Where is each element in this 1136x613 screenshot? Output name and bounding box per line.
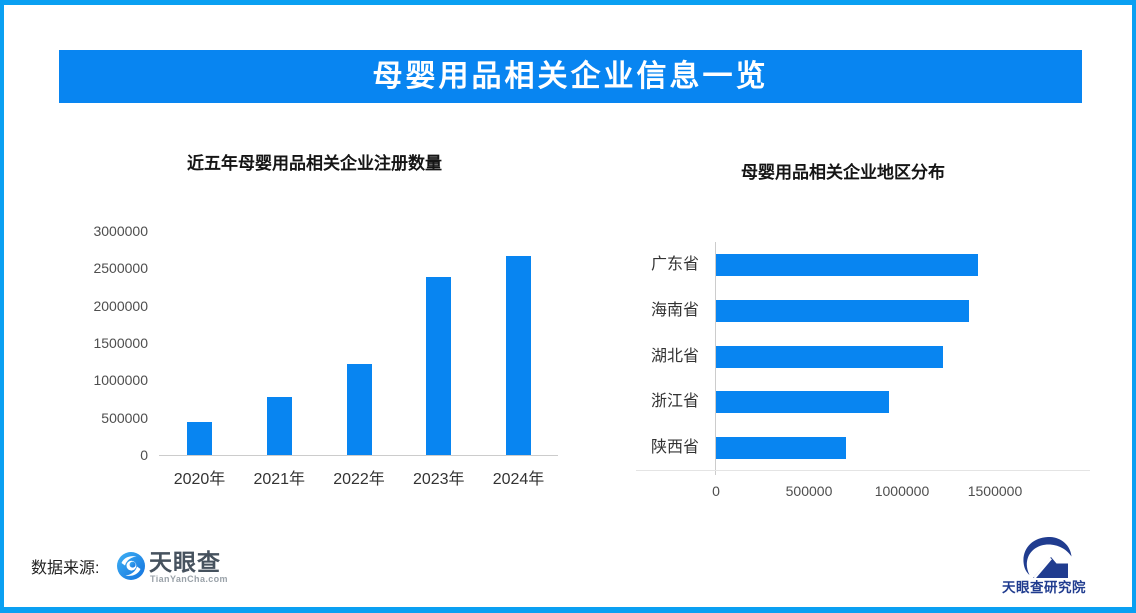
x-axis-tick-label: 1500000 xyxy=(967,483,1023,499)
region-bar xyxy=(716,254,979,276)
y-axis-tick-label: 3000000 xyxy=(93,223,148,239)
research-institute-logo-icon xyxy=(1023,537,1072,578)
tianyancha-wordmark: 天眼查 xyxy=(149,549,221,575)
region-bar xyxy=(716,437,847,459)
data-source-label: 数据来源: xyxy=(31,560,100,577)
y-axis-tick-label: 2500000 xyxy=(93,260,148,277)
right-x-axis-line xyxy=(636,470,1090,471)
y-axis-tick-label: 0 xyxy=(140,447,148,463)
left-chart-title: 近五年母婴用品相关企业注册数量 xyxy=(187,154,442,173)
y-axis-tick-label: 1000000 xyxy=(93,372,148,389)
research-institute-label: 天眼查研究院 xyxy=(1002,580,1086,595)
province-label: 广东省 xyxy=(650,256,699,273)
y-axis-tick-label: 1500000 xyxy=(93,335,148,351)
page-title: 母婴用品相关企业信息一览 xyxy=(59,50,1082,103)
left-x-axis-line xyxy=(159,455,558,456)
x-axis-tick-label: 1000000 xyxy=(874,483,930,499)
registration-bar xyxy=(187,422,212,455)
registration-bar xyxy=(266,396,292,455)
province-label: 陕西省 xyxy=(650,439,699,456)
right-y-axis-line xyxy=(715,242,716,475)
region-bar xyxy=(716,299,969,322)
y-axis-tick-label: 2000000 xyxy=(93,297,148,314)
x-axis-tick-label: 0 xyxy=(712,483,720,499)
tianyancha-domain: TianYanCha.com xyxy=(150,574,228,584)
right-chart-title: 母婴用品相关企业地区分布 xyxy=(741,163,945,182)
y-axis-tick-label: 500000 xyxy=(101,409,148,426)
region-bar xyxy=(716,345,943,368)
registration-bar xyxy=(506,255,531,455)
year-label: 2020年 xyxy=(173,471,226,488)
year-label: 2022年 xyxy=(333,471,385,488)
province-label: 浙江省 xyxy=(650,393,699,411)
x-axis-tick-label: 500000 xyxy=(785,483,833,499)
year-label: 2021年 xyxy=(253,471,306,488)
year-label: 2023年 xyxy=(412,471,465,488)
province-label: 海南省 xyxy=(650,301,699,319)
province-label: 湖北省 xyxy=(650,347,699,365)
year-label: 2024年 xyxy=(492,471,545,488)
registration-bar xyxy=(426,276,452,455)
tianyancha-logo-icon xyxy=(117,552,145,580)
registration-bar xyxy=(346,363,372,455)
region-bar xyxy=(716,391,889,414)
